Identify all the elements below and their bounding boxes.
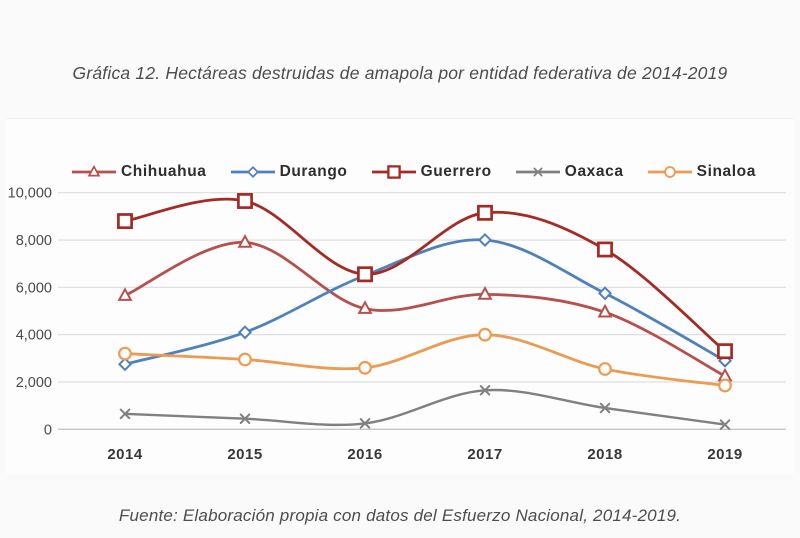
diamond-marker xyxy=(597,286,613,301)
x-marker xyxy=(719,419,731,430)
y-axis-tick-label: 10,000 xyxy=(8,186,52,202)
circle-marker xyxy=(118,346,132,361)
series-line-chihuahua xyxy=(123,240,727,378)
legend-marker-sample xyxy=(72,164,116,177)
diamond-marker xyxy=(117,357,133,372)
x-axis-tick-label: 2019 xyxy=(707,446,742,463)
x-axis-tick-label: 2018 xyxy=(587,446,622,463)
square-marker xyxy=(357,266,373,283)
series-markers-oaxaca xyxy=(119,385,731,430)
diamond-marker xyxy=(246,166,259,178)
chart-legend: Chihuahua Durango Guerrero Oaxaca Sinaloa xyxy=(72,161,756,183)
source-note: Fuente: Elaboración propia con datos del… xyxy=(118,506,682,525)
x-marker xyxy=(239,413,251,424)
x-marker xyxy=(119,408,131,420)
x-axis-tick-label: 2017 xyxy=(467,446,502,463)
triangle-marker xyxy=(87,164,101,177)
square-marker xyxy=(597,241,613,258)
square-marker xyxy=(717,343,733,360)
y-axis-tick-label: 0 xyxy=(44,422,52,438)
series-line-oaxaca xyxy=(123,388,727,427)
y-axis-tick-label: 4,000 xyxy=(16,328,52,344)
square-marker xyxy=(237,193,253,209)
circle-marker xyxy=(718,378,732,393)
series-markers-chihuahua xyxy=(117,234,733,382)
legend-item-sinaloa: Sinaloa xyxy=(647,163,756,181)
x-axis-tick-label: 2015 xyxy=(227,446,262,463)
x-marker xyxy=(599,402,611,414)
legend-label: Chihuahua xyxy=(121,163,207,180)
legend-item-oaxaca: Oaxaca xyxy=(515,163,624,181)
square-marker xyxy=(477,204,493,221)
y-axis-tick-label: 8,000 xyxy=(16,233,52,249)
square-marker xyxy=(386,165,401,179)
legend-label: Sinaloa xyxy=(696,163,756,180)
circle-marker xyxy=(598,362,612,376)
legend-label: Guerrero xyxy=(420,163,492,180)
triangle-marker xyxy=(237,234,253,248)
legend-marker-sample xyxy=(371,165,416,179)
y-axis-tick-label: 2,000 xyxy=(16,375,52,391)
legend-item-chihuahua: Chihuahua xyxy=(72,163,206,181)
gridlines xyxy=(58,192,786,430)
x-marker xyxy=(359,418,371,429)
circle-marker xyxy=(238,352,252,367)
x-marker xyxy=(479,385,491,396)
x-marker xyxy=(533,167,543,177)
diamond-marker xyxy=(237,325,253,340)
series-markers-sinaloa xyxy=(118,327,732,393)
series-line-guerrero xyxy=(123,197,727,353)
legend-marker-sample xyxy=(515,167,560,177)
x-axis-tick-label: 2014 xyxy=(107,446,143,463)
line-chart: Chihuahua Durango Guerrero Oaxaca Sinaloa 0 2… xyxy=(6,118,794,474)
x-axis-tick-label: 2016 xyxy=(347,446,382,463)
legend-item-durango: Durango xyxy=(230,163,348,181)
legend-marker-sample xyxy=(230,166,275,178)
legend-marker-sample xyxy=(647,166,692,178)
circle-marker xyxy=(358,360,372,375)
triangle-marker xyxy=(117,287,133,301)
circle-marker xyxy=(478,327,492,342)
triangle-marker xyxy=(477,286,493,300)
square-marker xyxy=(117,213,133,230)
diamond-marker xyxy=(477,232,493,248)
legend-label: Durango xyxy=(279,163,348,180)
y-axis-tick-label: 6,000 xyxy=(16,280,52,296)
series-line-durango xyxy=(123,238,727,366)
plot-area: 0 2,000 4,000 6,000 8,000 10,000 2014 2015 2016 2… xyxy=(8,186,786,463)
legend-item-guerrero: Guerrero xyxy=(371,163,492,181)
triangle-marker xyxy=(357,300,373,314)
series-markers-guerrero xyxy=(117,193,733,360)
triangle-marker xyxy=(597,303,613,318)
chart-caption: Gráfica 12. Hectáreas destruidas de amap… xyxy=(72,63,728,83)
legend-label: Oaxaca xyxy=(564,163,624,180)
circle-marker xyxy=(663,166,676,178)
